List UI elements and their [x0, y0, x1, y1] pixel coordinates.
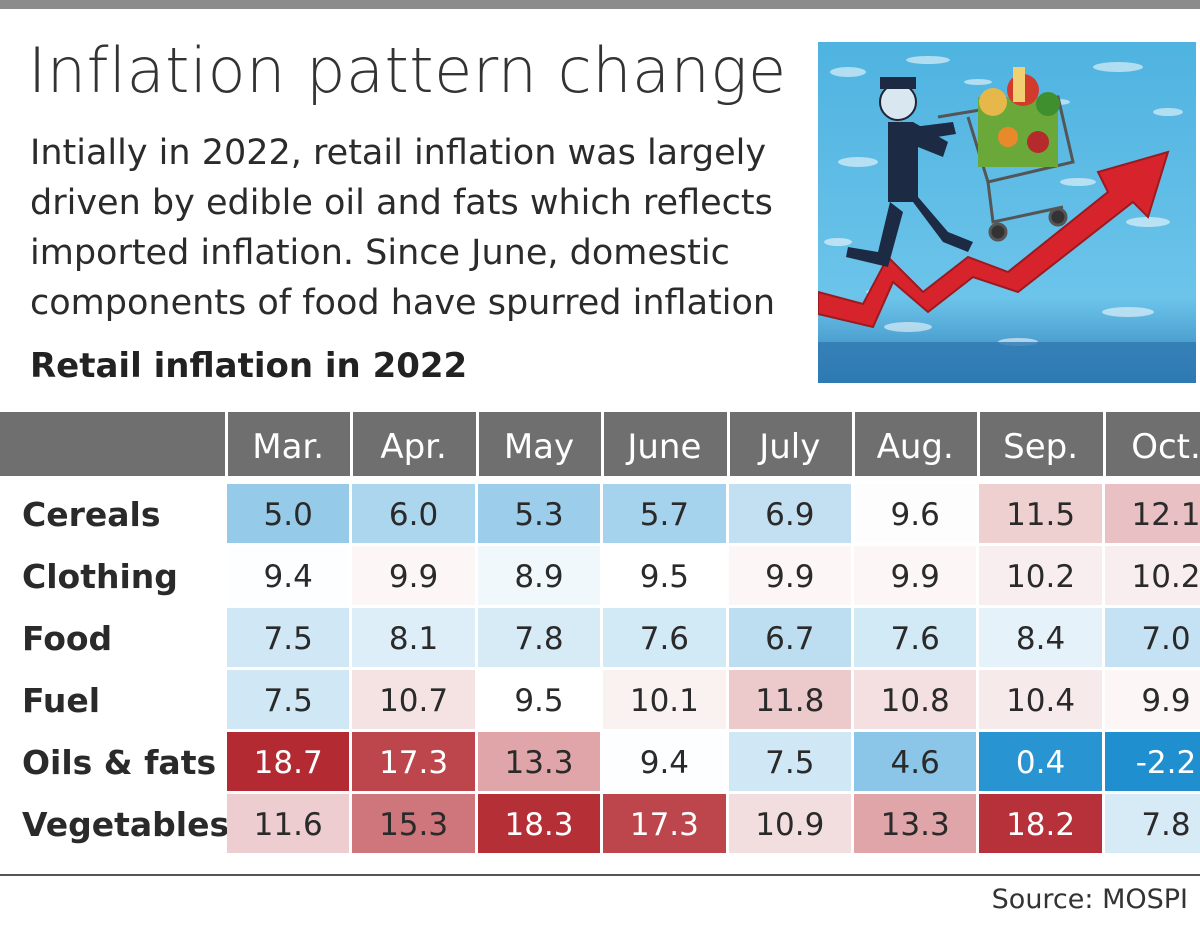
column-header: Aug. [876, 427, 954, 467]
heatmap-cell: 6.9 [728, 484, 851, 543]
heatmap-cell: 12.1 [1104, 484, 1200, 543]
heatmap-cell: 10.4 [979, 670, 1102, 729]
heatmap-cell: -2.2 [1104, 732, 1200, 791]
heatmap-cell: 17.3 [603, 794, 726, 853]
heatmap-cell: 9.9 [1104, 670, 1200, 729]
heatmap-cell: 13.3 [854, 794, 977, 853]
dek-line: components of food have spurred inflatio… [30, 283, 776, 323]
heatmap-cell: 4.6 [854, 732, 977, 791]
heatmap-cell: 8.1 [352, 608, 475, 667]
heatmap-cell: 18.3 [477, 794, 601, 853]
heatmap-cell: 5.0 [227, 484, 350, 543]
heatmap-cell: 9.5 [477, 670, 601, 729]
column-header: June [627, 427, 702, 467]
heatmap-cell: 7.6 [603, 608, 726, 667]
heatmap-cell: 10.1 [603, 670, 726, 729]
heatmap-cell: 11.5 [979, 484, 1102, 543]
row-label: Vegetables [22, 805, 230, 844]
header-separator [977, 412, 981, 476]
heatmap-cell: 11.6 [227, 794, 350, 853]
heatmap-cell: 18.2 [979, 794, 1102, 853]
heatmap-cell: 11.8 [728, 670, 851, 729]
heatmap-cell: 10.9 [728, 794, 851, 853]
heatmap-cell: 6.0 [352, 484, 475, 543]
heatmap-cell: 0.4 [979, 732, 1102, 791]
heatmap-cell: 13.3 [477, 732, 601, 791]
heatmap-cell: 10.7 [352, 670, 475, 729]
column-header: Mar. [252, 427, 325, 467]
heatmap-cell: 9.5 [603, 546, 726, 605]
heatmap-cell: 9.6 [854, 484, 977, 543]
heatmap-cell: 7.8 [477, 608, 601, 667]
header-separator [475, 412, 479, 476]
source-note: Source: MOSPI [991, 884, 1188, 915]
row-label: Oils & fats [22, 743, 217, 782]
header-separator [350, 412, 354, 476]
heatmap-cell: 9.9 [728, 546, 851, 605]
row-label: Food [22, 619, 113, 658]
inflation-heatmap: Mar. Apr. May June July Aug. Sep. Oct. Cereals 5.… [0, 412, 1200, 853]
header-separator [726, 412, 730, 476]
heatmap-cell: 18.7 [227, 732, 350, 791]
header-separator [225, 412, 228, 476]
column-header: Oct. [1131, 427, 1200, 467]
heatmap-cell: 9.9 [352, 546, 475, 605]
heatmap-cell: 15.3 [352, 794, 475, 853]
dek-line: Intially in 2022, retail inflation was l… [30, 133, 767, 173]
heatmap-cell: 10.2 [979, 546, 1102, 605]
column-header: Apr. [380, 427, 447, 467]
heatmap-cell: 6.7 [728, 608, 851, 667]
header-band [0, 412, 1200, 476]
header-separator [1102, 412, 1106, 476]
header-separator [852, 412, 855, 476]
heatmap-cell: 7.5 [728, 732, 851, 791]
dek-line: imported inflation. Since June, domestic [30, 233, 730, 273]
heatmap-cell: 7.6 [854, 608, 977, 667]
dek-paragraph: Intially in 2022, retail inflation was l… [30, 128, 800, 328]
top-rule [0, 0, 1200, 9]
heatmap-cell: 9.4 [227, 546, 350, 605]
row-label: Clothing [22, 557, 178, 596]
bottom-rule [0, 874, 1200, 876]
heatmap-cell: 10.8 [854, 670, 977, 729]
heatmap-cell: 8.4 [979, 608, 1102, 667]
column-header: May [503, 427, 575, 467]
heatmap-cell: 7.5 [227, 608, 350, 667]
shopping-cart-illustration [818, 42, 1196, 383]
column-header: July [759, 427, 821, 467]
column-header: Sep. [1003, 427, 1079, 467]
heatmap-cell: 7.8 [1104, 794, 1200, 853]
heatmap-cell: 9.9 [854, 546, 977, 605]
chart-title: Retail inflation in 2022 [30, 346, 468, 386]
header-separator [601, 412, 605, 476]
heatmap-cell: 5.3 [477, 484, 601, 543]
heatmap-cell: 7.0 [1104, 608, 1200, 667]
heatmap-cell: 17.3 [352, 732, 475, 791]
heatmap-cell: 8.9 [477, 546, 601, 605]
row-label: Fuel [22, 681, 101, 720]
dek-line: driven by edible oil and fats which refl… [30, 183, 773, 223]
row-label: Cereals [22, 495, 161, 534]
headline: Inflation pattern change [28, 34, 787, 107]
heatmap-cell: 7.5 [227, 670, 350, 729]
heatmap-cell: 10.2 [1104, 546, 1200, 605]
heatmap-cell: 5.7 [603, 484, 726, 543]
heatmap-cell: 9.4 [603, 732, 726, 791]
